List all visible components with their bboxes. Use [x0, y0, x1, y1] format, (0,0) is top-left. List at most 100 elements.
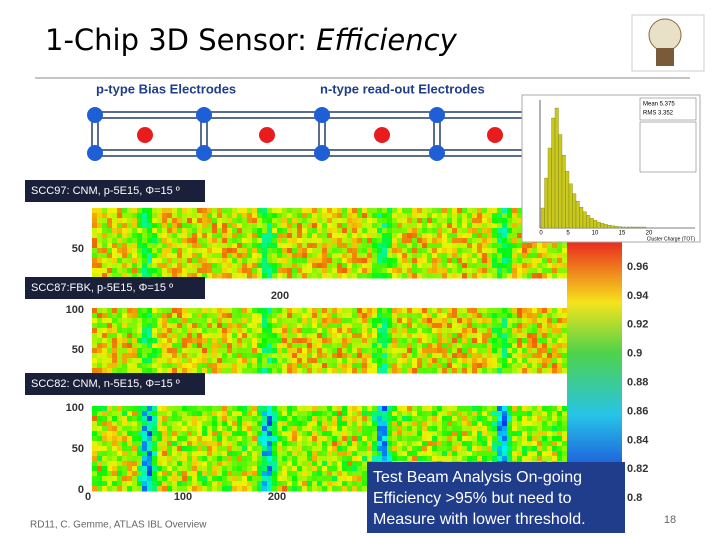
map-cell — [372, 446, 378, 452]
p-electrode — [87, 107, 103, 123]
map-cell — [117, 471, 123, 477]
map-cell — [147, 348, 153, 354]
p-electrode — [196, 145, 212, 161]
map-cell — [122, 358, 128, 364]
map-cell — [232, 273, 238, 279]
map-cell — [482, 233, 488, 239]
map-cell — [152, 353, 158, 359]
map-cell — [242, 218, 248, 224]
map-cell — [432, 363, 438, 369]
map-cell — [432, 243, 438, 249]
map-cell — [392, 238, 398, 244]
map-cell — [447, 353, 453, 359]
map-cell — [182, 461, 188, 467]
map-cell — [417, 218, 423, 224]
map-cell — [467, 338, 473, 344]
map-cell — [522, 421, 528, 427]
map-cell — [227, 263, 233, 269]
map-cell — [232, 466, 238, 472]
map-cell — [312, 411, 318, 417]
map-cell — [272, 416, 278, 422]
map-cell — [222, 421, 228, 427]
map-cell — [142, 268, 148, 274]
map-cell — [287, 441, 293, 447]
map-cell — [212, 343, 218, 349]
map-cell — [252, 323, 258, 329]
map-cell — [352, 353, 358, 359]
map-cell — [172, 411, 178, 417]
map-cell — [487, 238, 493, 244]
hist-bar — [573, 194, 577, 228]
map-cell — [472, 343, 478, 349]
map-cell — [102, 471, 108, 477]
map-cell — [372, 456, 378, 462]
map-cell — [152, 333, 158, 339]
map-cell — [267, 441, 273, 447]
map-cell — [92, 318, 98, 324]
map-cell — [407, 213, 413, 219]
map-cell — [117, 436, 123, 442]
map-cell — [342, 466, 348, 472]
map-cell — [177, 353, 183, 359]
map-cell — [437, 363, 443, 369]
map-cell — [107, 446, 113, 452]
map-cell — [272, 421, 278, 427]
map-cell — [487, 456, 493, 462]
map-cell — [492, 263, 498, 269]
map-cell — [472, 258, 478, 264]
map-cell — [227, 363, 233, 369]
map-cell — [547, 268, 553, 274]
map-cell — [492, 223, 498, 229]
map-cell — [242, 308, 248, 314]
map-cell — [312, 368, 318, 374]
map-cell — [322, 253, 328, 259]
map-cell — [507, 456, 513, 462]
map-cell — [267, 431, 273, 437]
map-cell — [222, 223, 228, 229]
map-cell — [232, 318, 238, 324]
map-cell — [107, 416, 113, 422]
map-cell — [202, 318, 208, 324]
map-cell — [307, 481, 313, 487]
map-cell — [302, 436, 308, 442]
map-cell — [437, 273, 443, 279]
map-cell — [522, 263, 528, 269]
map-cell — [187, 263, 193, 269]
map-cell — [482, 238, 488, 244]
map-cell — [502, 441, 508, 447]
map-cell — [122, 308, 128, 314]
map-cell — [132, 238, 138, 244]
map-cell — [427, 318, 433, 324]
map-cell — [547, 248, 553, 254]
map-cell — [222, 208, 228, 214]
map-cell — [132, 368, 138, 374]
map-cell — [97, 338, 103, 344]
map-cell — [332, 456, 338, 462]
map-cell — [397, 358, 403, 364]
map-cell — [347, 253, 353, 259]
map-cell — [517, 436, 523, 442]
map-cell — [397, 208, 403, 214]
map-cell — [297, 233, 303, 239]
map-cell — [222, 436, 228, 442]
map-cell — [407, 333, 413, 339]
map-cell — [157, 441, 163, 447]
map-cell — [192, 431, 198, 437]
map-cell — [377, 273, 383, 279]
map-cell — [397, 268, 403, 274]
map-cell — [192, 446, 198, 452]
map-cell — [477, 258, 483, 264]
map-cell — [217, 368, 223, 374]
map-cell — [237, 263, 243, 269]
map-cell — [432, 238, 438, 244]
map-cell — [152, 238, 158, 244]
map-cell — [157, 481, 163, 487]
map-cell — [427, 238, 433, 244]
map-cell — [192, 426, 198, 432]
map-cell — [177, 446, 183, 452]
map-cell — [257, 208, 263, 214]
map-cell — [157, 218, 163, 224]
map-cell — [282, 223, 288, 229]
map-cell — [252, 313, 258, 319]
map-cell — [257, 323, 263, 329]
